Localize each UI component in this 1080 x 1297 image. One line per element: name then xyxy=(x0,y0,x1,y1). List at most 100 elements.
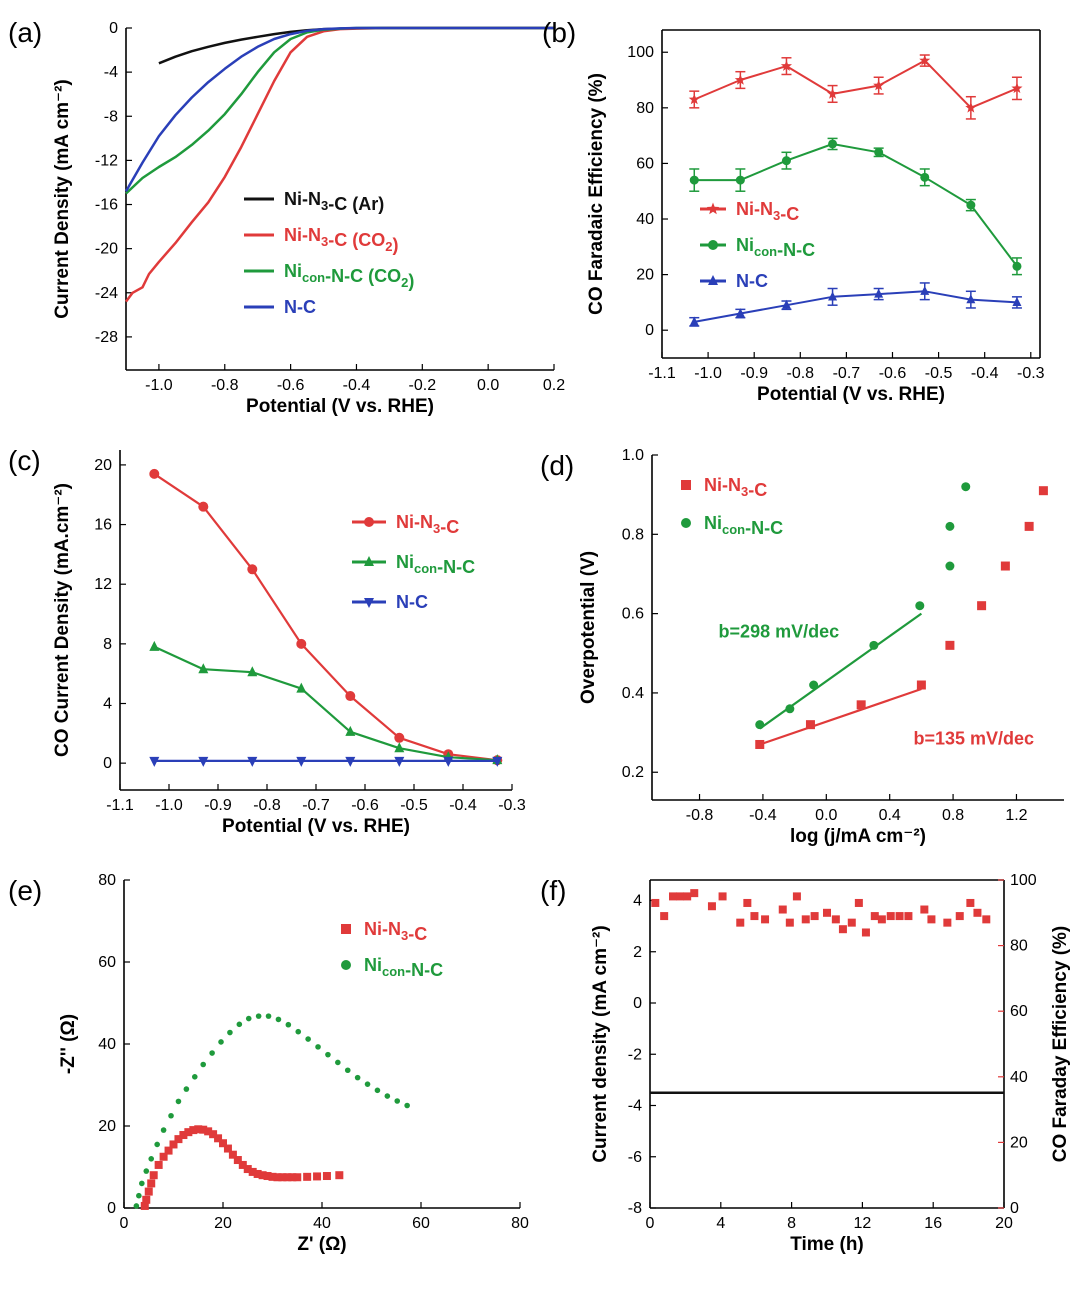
data-point xyxy=(492,756,503,767)
legend-entry: Ni-N3-C xyxy=(396,512,459,537)
data-point xyxy=(873,79,885,91)
data-point xyxy=(394,732,405,743)
data-point xyxy=(183,1086,190,1092)
fe-point xyxy=(895,912,904,921)
data-point xyxy=(218,1039,224,1045)
y-tick-label: 80 xyxy=(636,100,654,117)
legend-subscript: 3 xyxy=(741,484,748,499)
data-point xyxy=(874,288,884,298)
fe-point xyxy=(761,915,770,924)
x-tick-label: -0.9 xyxy=(740,365,768,382)
data-point xyxy=(780,60,792,71)
data-point xyxy=(961,482,971,492)
slope-annotation: b=298 mV/dec xyxy=(719,621,840,641)
data-point xyxy=(169,1140,178,1149)
data-point xyxy=(1012,261,1022,271)
legend-entry: N-C xyxy=(396,592,428,612)
legend-text-part: ) xyxy=(392,235,398,255)
data-point xyxy=(1000,561,1010,571)
data-point xyxy=(265,1013,272,1019)
x-tick-label: -0.6 xyxy=(351,797,379,814)
data-point xyxy=(828,291,838,301)
y-tick-label: -8 xyxy=(104,108,118,125)
y-tick-label: -28 xyxy=(95,329,118,346)
data-point xyxy=(335,1171,344,1180)
legend-text-part: Ni-N xyxy=(396,512,433,532)
data-point xyxy=(966,200,976,210)
data-point xyxy=(154,1160,163,1169)
data-point xyxy=(255,1013,262,1019)
x-axis-label: Potential (V vs. RHE) xyxy=(222,816,410,837)
y-tick-label: -16 xyxy=(95,197,118,214)
data-point xyxy=(945,640,955,650)
data-point xyxy=(228,1150,237,1159)
y-tick-label: 100 xyxy=(627,44,654,61)
y-tick-label: 20 xyxy=(98,1118,116,1135)
legend-text-part: -N-C (CO xyxy=(325,266,401,286)
x-tick-label: 4 xyxy=(716,1215,725,1232)
legend-text-part: N-C xyxy=(284,297,316,317)
data-point xyxy=(236,1021,243,1028)
data-point xyxy=(209,1050,215,1056)
data-point xyxy=(781,156,791,166)
y-right-tick-label: 20 xyxy=(1010,1134,1028,1151)
y-tick-label: 0 xyxy=(633,995,642,1012)
x-tick-label: 0.8 xyxy=(942,807,964,824)
legend-text-part: N-C xyxy=(736,271,768,291)
x-tick-label: 12 xyxy=(854,1215,872,1232)
data-point xyxy=(325,1051,331,1058)
legend-subscript: 2 xyxy=(385,239,392,254)
fe-point xyxy=(690,889,699,898)
y-axis-label: Overpotential (V) xyxy=(578,551,599,704)
data-point xyxy=(263,1172,272,1181)
legend-text-part: Ni-N xyxy=(704,475,741,495)
data-point xyxy=(689,175,699,185)
fe-point xyxy=(870,912,879,921)
legend-text-part: Ni xyxy=(396,552,414,572)
legend-subscript: 2 xyxy=(401,275,408,290)
data-point xyxy=(966,294,976,304)
data-point xyxy=(364,1081,371,1087)
series-line xyxy=(693,59,1018,109)
y-tick-label: 0 xyxy=(645,322,654,339)
legend-text-part: Ni xyxy=(364,955,382,975)
legend-entry: Ni-N3-C (CO2) xyxy=(284,225,398,255)
panel-d: -0.8 -0.4 0.0 0.4 0.8 1.2 0.2 0.4 0.6 0.8 1.0 log (… xyxy=(540,447,1064,847)
panel-label: (c) xyxy=(8,445,41,476)
fe-point xyxy=(838,925,847,934)
legend-text-part: -N-C xyxy=(437,557,475,577)
legend-subscript: con xyxy=(302,270,325,285)
x-tick-label: -0.6 xyxy=(879,365,907,382)
y-tick-label: -4 xyxy=(628,1098,642,1115)
y-axis-label: Current Density (mA cm⁻²) xyxy=(52,79,73,318)
y-tick-label: 40 xyxy=(98,1036,116,1053)
y-tick-label: 12 xyxy=(94,576,112,593)
fe-point xyxy=(920,905,929,914)
legend-text-part: -C xyxy=(780,204,799,224)
fe-point xyxy=(966,898,975,907)
fe-point xyxy=(743,898,752,907)
y-tick-label: 0.4 xyxy=(622,685,644,702)
data-point xyxy=(194,1125,203,1134)
x-tick-label: -0.5 xyxy=(925,365,953,382)
data-point xyxy=(828,139,838,149)
legend-text-part: Ni xyxy=(736,235,754,255)
legend-marker xyxy=(708,240,718,250)
data-point xyxy=(273,1173,282,1182)
y-tick-label: 0 xyxy=(109,20,118,37)
data-point xyxy=(139,1180,145,1187)
panel-label: (b) xyxy=(542,17,576,48)
y-tick-label: 80 xyxy=(98,872,116,889)
data-point xyxy=(248,1167,257,1176)
fe-point xyxy=(904,912,913,921)
data-point xyxy=(191,1074,198,1080)
fe-point xyxy=(955,912,964,921)
x-tick-label: 20 xyxy=(995,1215,1013,1232)
data-point xyxy=(159,1152,168,1161)
data-point xyxy=(293,1173,302,1182)
x-tick-label: 0.2 xyxy=(543,377,565,394)
data-point xyxy=(755,739,765,749)
legend-text-part: -N-C xyxy=(777,240,815,260)
fe-point xyxy=(676,892,685,901)
